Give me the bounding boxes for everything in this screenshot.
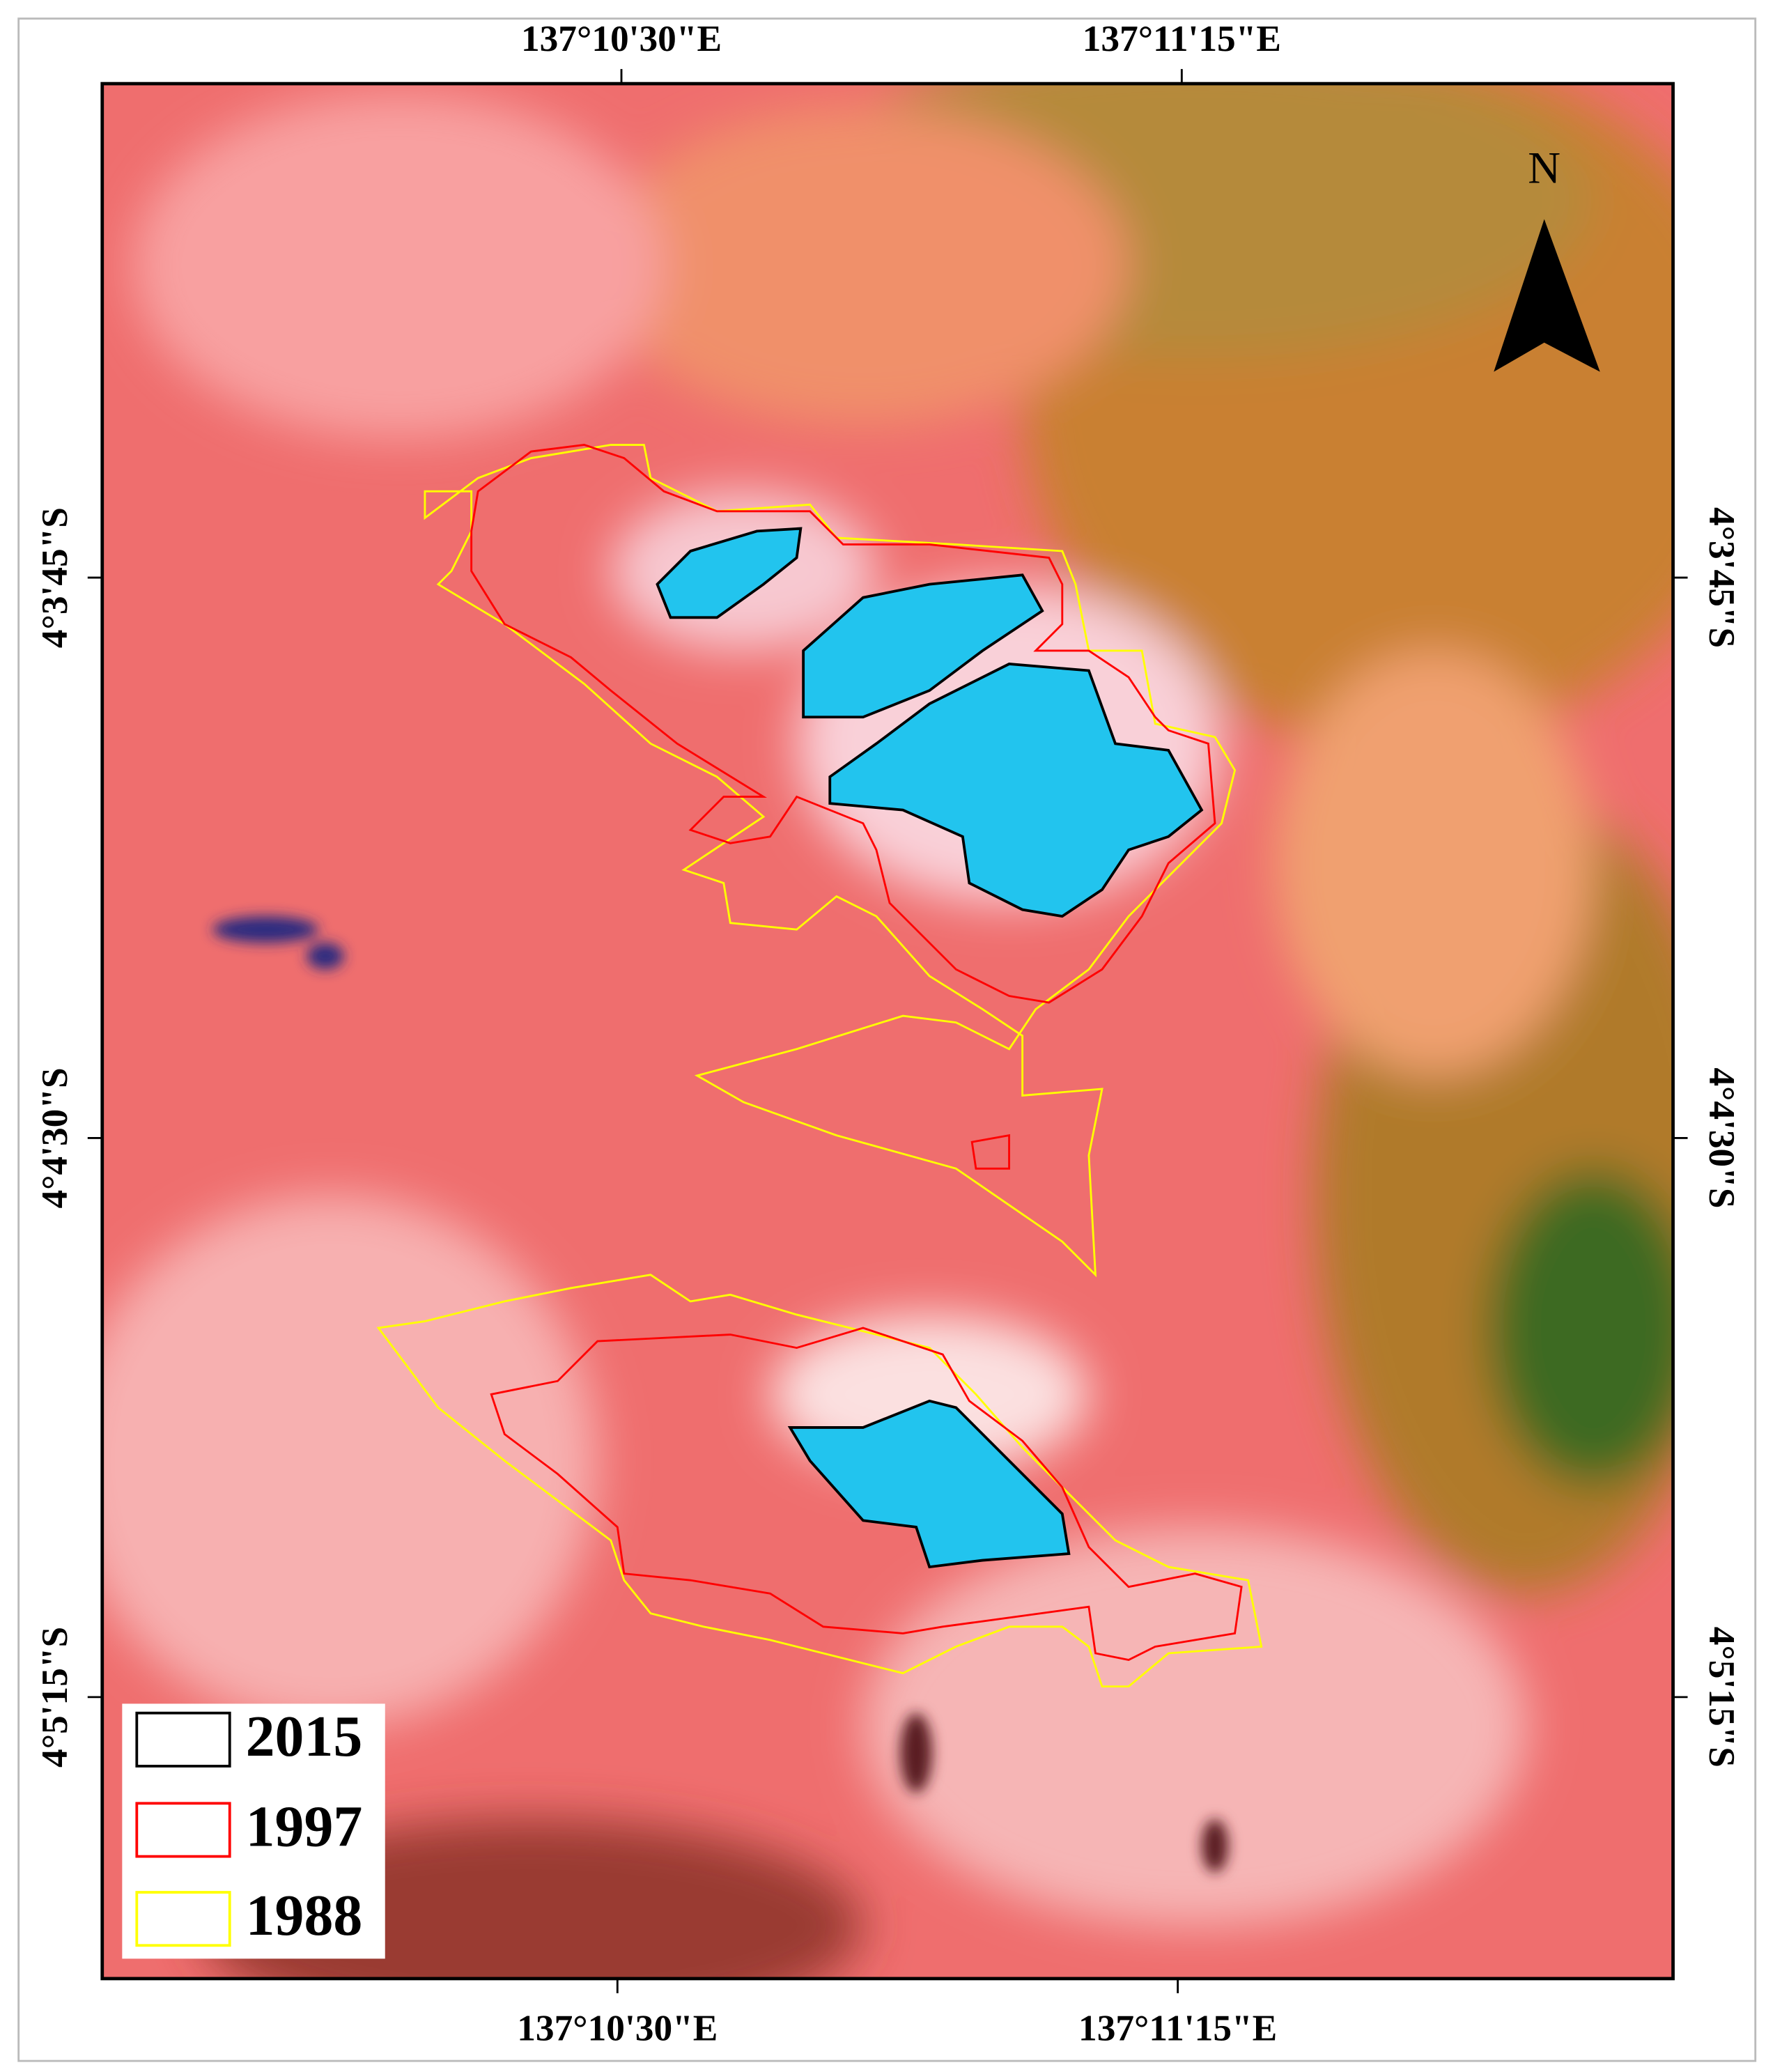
legend-swatch xyxy=(135,1891,231,1947)
north-arrow xyxy=(1494,219,1600,372)
right-axis-label: 4°5'15"S xyxy=(1701,1627,1743,1768)
right-axis-label: 4°3'45"S xyxy=(1701,507,1743,648)
legend-swatch xyxy=(135,1711,231,1768)
right-axis-label: 4°4'30"S xyxy=(1701,1067,1743,1208)
bottom-axis-label: 137°10'30"E xyxy=(517,2007,718,2048)
lake-outlines xyxy=(376,444,1263,1688)
lake-2015 xyxy=(656,527,803,619)
legend: 2015 1997 1988 xyxy=(122,1703,385,1959)
north-label: N xyxy=(1528,144,1560,194)
left-axis-label: 4°5'15"S xyxy=(33,1627,75,1768)
lake-outline xyxy=(490,1327,1243,1661)
legend-box xyxy=(122,1703,385,1959)
legend-label: 1997 xyxy=(246,1795,363,1860)
lake-2015 xyxy=(802,573,1044,719)
graticule-ticks xyxy=(87,69,1688,1993)
legend-label: 2015 xyxy=(246,1704,363,1769)
legend-swatch xyxy=(135,1802,231,1858)
lake-outline xyxy=(970,1134,1010,1170)
top-axis-label: 137°10'30"E xyxy=(521,17,722,59)
lake-2015 xyxy=(828,663,1204,918)
lake-outline xyxy=(470,444,1216,1004)
lake-outline xyxy=(376,1274,1263,1688)
map-frame xyxy=(100,82,1675,1981)
legend-label: 1988 xyxy=(246,1883,363,1948)
lake-outline xyxy=(424,444,1237,1278)
lake-2015 xyxy=(787,1399,1071,1569)
left-axis-label: 4°4'30"S xyxy=(33,1067,75,1208)
bottom-axis-label: 137°11'15"E xyxy=(1078,2007,1277,2048)
top-axis-label: 137°11'15"E xyxy=(1083,17,1281,59)
left-axis-label: 4°3'45"S xyxy=(33,507,75,648)
